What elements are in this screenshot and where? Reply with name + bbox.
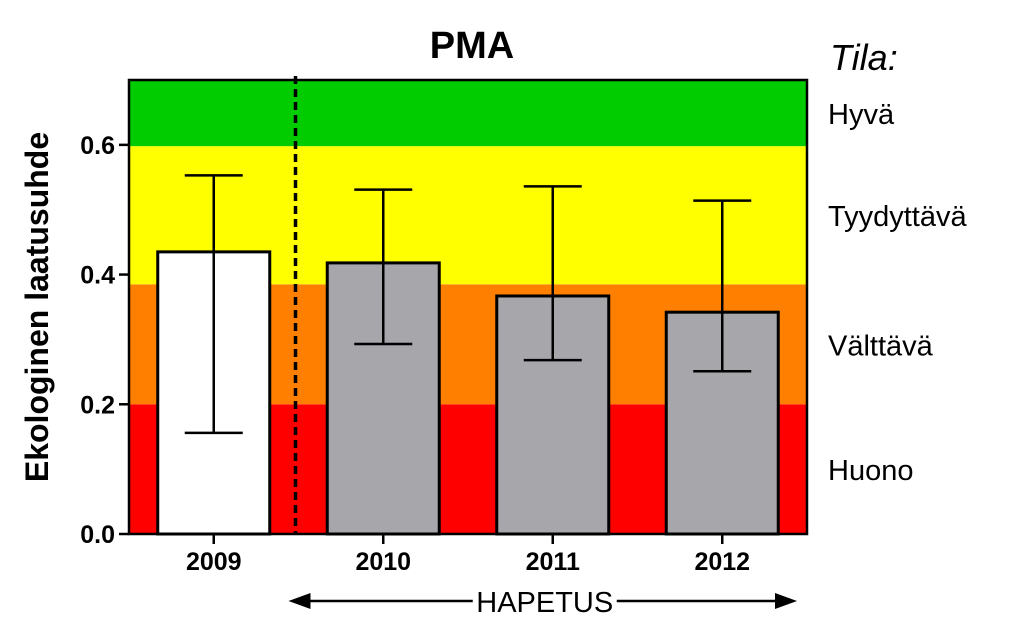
band-label-valttava: Välttävä — [828, 330, 934, 362]
band-label-huono: Huono — [828, 455, 913, 487]
y-tick-label: 0.4 — [80, 262, 115, 290]
band-label-tyydyttava: Tyydyttävä — [828, 201, 967, 233]
x-tick-label-2010: 2010 — [355, 548, 411, 576]
legend-title: Tila: — [830, 37, 898, 78]
annotation-arrowhead-left — [288, 593, 311, 609]
x-tick-label-2009: 2009 — [186, 548, 242, 576]
y-axis-label: Ekologinen laatusuhde — [19, 132, 55, 482]
band-hyva — [129, 80, 807, 147]
x-tick-label-2012: 2012 — [694, 548, 750, 576]
y-tick-label: 0.6 — [80, 132, 115, 160]
y-tick-label: 0.0 — [80, 521, 115, 549]
y-tick-label: 0.2 — [80, 391, 115, 419]
annotation-arrowhead-right — [775, 593, 797, 609]
annotation-label: HAPETUS — [476, 587, 613, 619]
plot-frame — [127, 78, 809, 536]
x-tick-label-2011: 2011 — [526, 548, 580, 576]
band-label-hyva: Hyvä — [828, 99, 895, 131]
chart-title: PMA — [430, 25, 514, 67]
